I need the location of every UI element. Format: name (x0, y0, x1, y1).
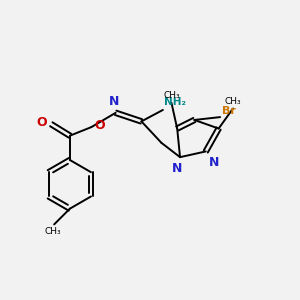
Text: CH₃: CH₃ (163, 91, 180, 100)
Text: N: N (172, 162, 182, 175)
Text: CH₃: CH₃ (225, 97, 241, 106)
Text: O: O (95, 119, 105, 132)
Text: Br: Br (221, 106, 236, 116)
Text: CH₃: CH₃ (44, 227, 61, 236)
Text: N: N (109, 95, 119, 108)
Text: O: O (36, 116, 47, 129)
Text: N: N (209, 156, 219, 169)
Text: NH₂: NH₂ (164, 97, 186, 106)
